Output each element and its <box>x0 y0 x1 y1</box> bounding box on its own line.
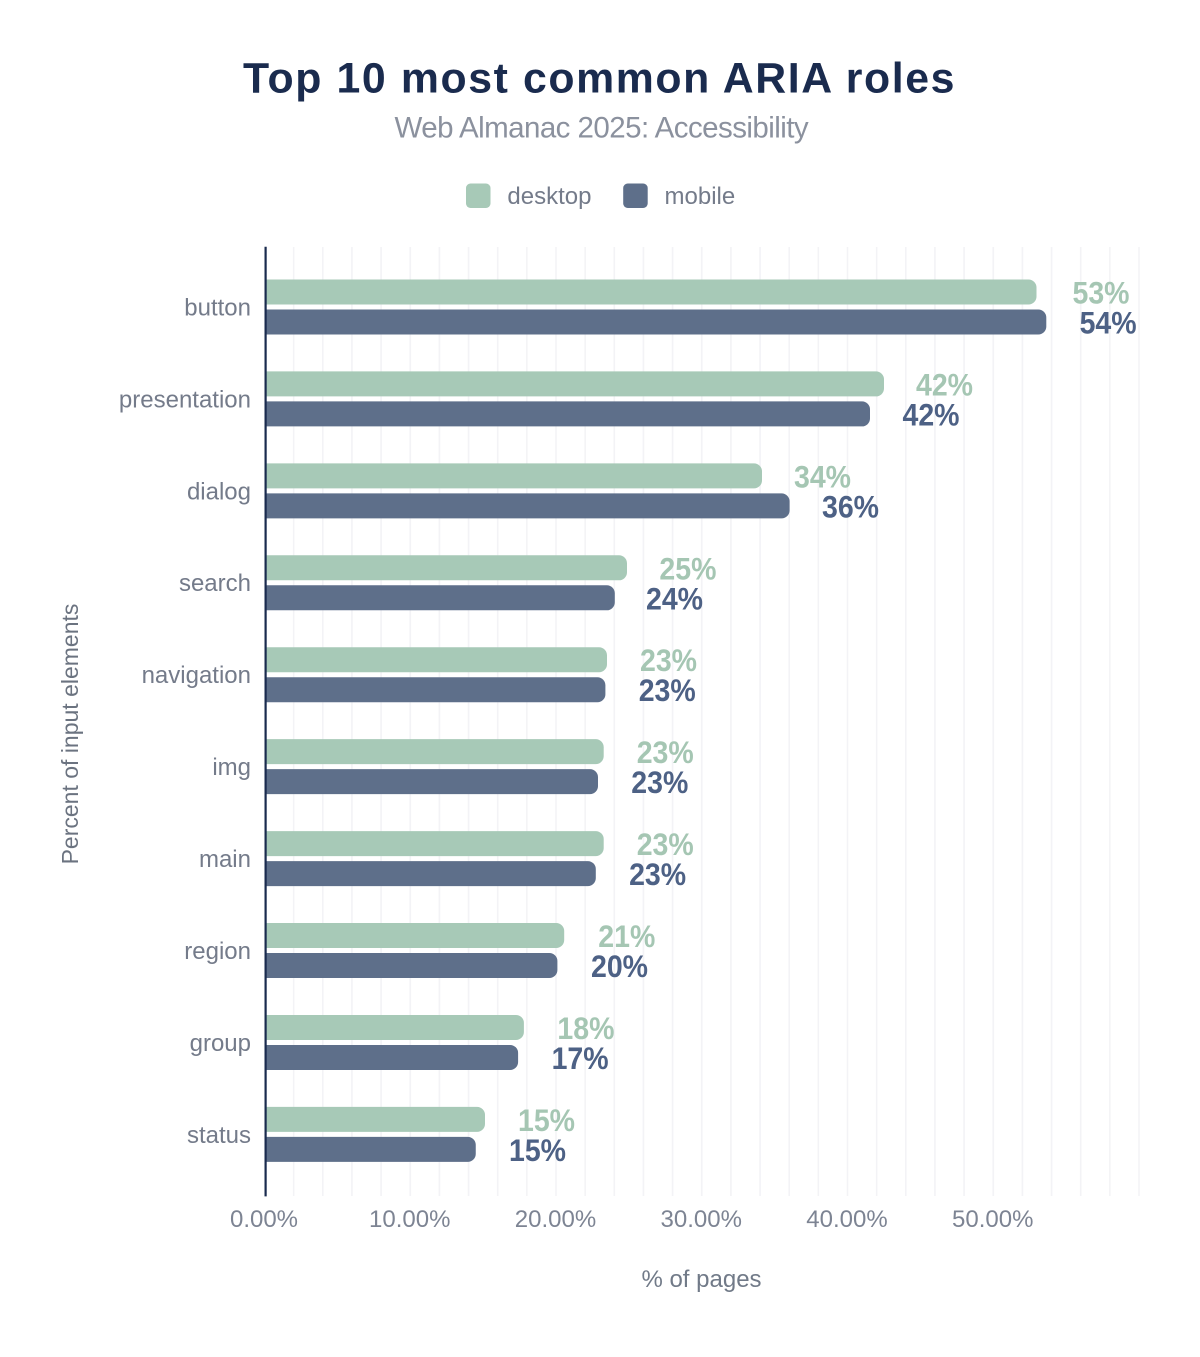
svg-text:Web Almanac 2025: Accessibilit: Web Almanac 2025: Accessibility <box>394 111 808 144</box>
svg-text:10.00%: 10.00% <box>369 1206 450 1233</box>
svg-text:15%: 15% <box>509 1132 566 1168</box>
svg-text:20%: 20% <box>591 948 648 984</box>
svg-text:54%: 54% <box>1080 304 1137 340</box>
svg-text:17%: 17% <box>552 1040 609 1076</box>
svg-text:button: button <box>184 294 251 321</box>
svg-text:desktop: desktop <box>507 183 591 210</box>
svg-text:0.00%: 0.00% <box>230 1206 298 1233</box>
svg-text:% of pages: % of pages <box>641 1266 761 1293</box>
svg-text:21%: 21% <box>598 918 655 954</box>
svg-text:42%: 42% <box>903 396 960 432</box>
svg-text:30.00%: 30.00% <box>661 1206 742 1233</box>
svg-text:24%: 24% <box>646 580 703 616</box>
svg-text:navigation: navigation <box>142 662 251 689</box>
svg-text:50.00%: 50.00% <box>952 1206 1033 1233</box>
svg-text:18%: 18% <box>557 1010 614 1046</box>
svg-text:search: search <box>179 570 251 597</box>
svg-text:34%: 34% <box>794 458 851 494</box>
svg-text:23%: 23% <box>640 642 697 678</box>
svg-text:region: region <box>184 938 251 965</box>
svg-text:dialog: dialog <box>187 478 251 505</box>
svg-text:23%: 23% <box>631 764 688 800</box>
svg-text:23%: 23% <box>629 856 686 892</box>
svg-text:25%: 25% <box>659 550 716 586</box>
svg-text:Percent of input elements: Percent of input elements <box>57 604 83 865</box>
svg-text:main: main <box>199 846 251 873</box>
svg-text:15%: 15% <box>518 1102 575 1138</box>
svg-text:42%: 42% <box>916 366 973 402</box>
svg-text:group: group <box>190 1030 251 1057</box>
svg-text:23%: 23% <box>637 734 694 770</box>
svg-text:img: img <box>212 754 251 781</box>
svg-text:23%: 23% <box>639 672 696 708</box>
svg-text:mobile: mobile <box>665 183 736 210</box>
svg-text:40.00%: 40.00% <box>806 1206 887 1233</box>
svg-text:status: status <box>187 1122 251 1149</box>
svg-text:23%: 23% <box>637 826 694 862</box>
svg-text:36%: 36% <box>822 488 879 524</box>
svg-text:20.00%: 20.00% <box>515 1206 596 1233</box>
svg-text:presentation: presentation <box>119 386 251 413</box>
svg-text:53%: 53% <box>1073 274 1130 310</box>
svg-text:Top 10 most common ARIA roles: Top 10 most common ARIA roles <box>243 55 956 103</box>
